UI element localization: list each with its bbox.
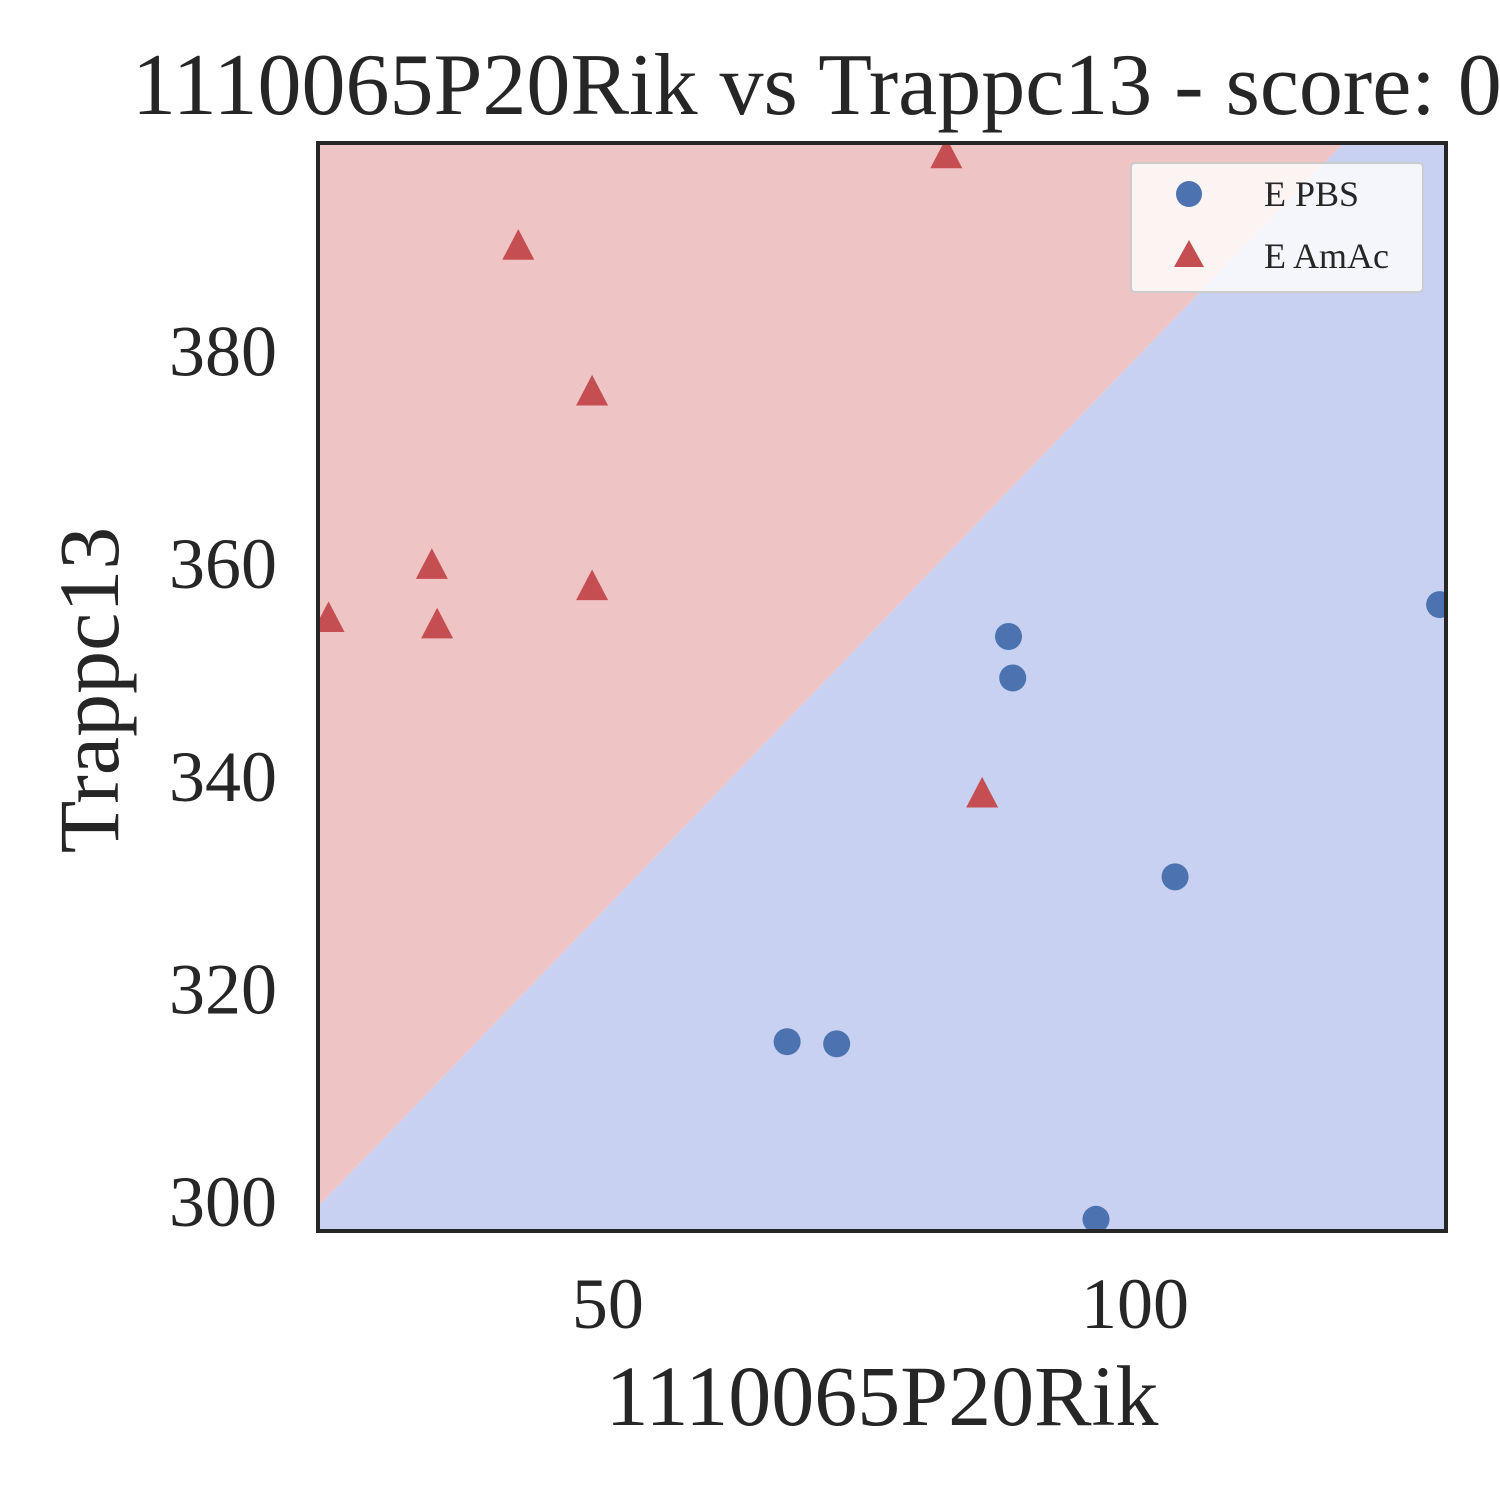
y-axis-label: Trappc13 xyxy=(41,527,137,854)
point-pbs-2 xyxy=(995,623,1022,650)
x-tick-labels: 50 100 xyxy=(572,1264,1189,1344)
y-tick-label-1: 320 xyxy=(169,950,277,1030)
point-pbs-4 xyxy=(1083,1206,1110,1233)
legend: E PBS E AmAc xyxy=(1131,163,1423,292)
x-tick-label-0: 50 xyxy=(572,1264,644,1344)
point-pbs-6 xyxy=(1426,591,1453,618)
y-tick-label-3: 360 xyxy=(169,524,277,604)
legend-label-pbs: E PBS xyxy=(1264,174,1359,214)
y-tick-labels: 300 320 340 360 380 xyxy=(169,311,277,1242)
point-pbs-1 xyxy=(823,1030,850,1057)
y-tick-label-0: 300 xyxy=(169,1162,277,1242)
point-pbs-0 xyxy=(774,1028,801,1055)
point-pbs-5 xyxy=(1162,863,1189,890)
point-pbs-3 xyxy=(999,664,1026,691)
legend-marker-pbs xyxy=(1176,181,1202,207)
y-tick-label-4: 380 xyxy=(169,311,277,391)
x-tick-label-1: 100 xyxy=(1081,1264,1189,1344)
x-axis-label: 1110065P20Rik xyxy=(606,1348,1159,1444)
legend-label-amac: E AmAc xyxy=(1264,236,1389,276)
y-tick-label-2: 340 xyxy=(169,737,277,817)
chart-title: 1110065P20Rik vs Trappc13 - score: 0 xyxy=(132,37,1500,134)
